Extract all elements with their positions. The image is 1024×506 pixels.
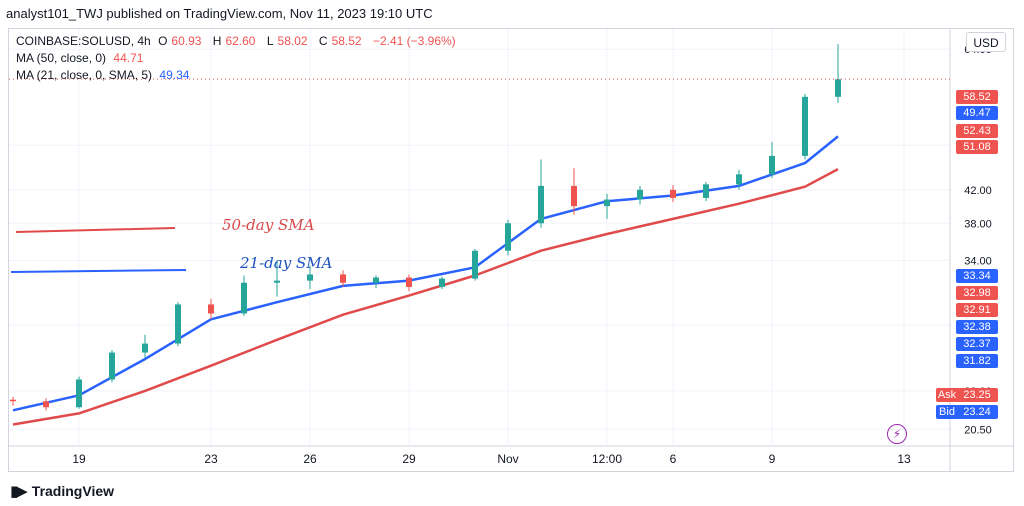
candle-body — [406, 277, 412, 287]
candle-body — [208, 304, 214, 314]
low-value: L 58.02 — [266, 34, 308, 48]
candle-body — [43, 401, 49, 408]
y-tick-label: 38.00 — [964, 218, 992, 230]
x-tick-label: 19 — [72, 452, 86, 466]
candle-body — [109, 352, 115, 380]
candle-body — [241, 282, 247, 314]
price-tag: 32.37 — [956, 337, 998, 351]
tradingview-logo-icon: ▮▶ — [10, 483, 28, 500]
ma50-legend: MA (50, close, 0) 44.71 — [16, 51, 147, 65]
candle-body — [439, 278, 445, 287]
candle-body — [142, 343, 148, 353]
ma50-value: 44.71 — [113, 51, 144, 65]
candle-body — [736, 174, 742, 185]
ma21-line — [12, 135, 839, 412]
y-tick-label: 20.50 — [964, 424, 992, 436]
ma21-label: MA (21, close, 0, SMA, 5) — [16, 68, 153, 82]
price-tag: 32.98 — [956, 286, 998, 300]
candle-body — [802, 96, 808, 156]
x-tick-label: 9 — [769, 452, 776, 466]
price-tag: 32.91 — [956, 303, 998, 317]
brand-name: TradingView — [31, 483, 115, 499]
symbol-legend: COINBASE:SOLUSD, 4h O 60.93 H 62.60 L 58.02… — [16, 34, 460, 48]
candle-body — [472, 250, 478, 279]
high-value: H 62.60 — [212, 34, 256, 48]
x-tick-label: 23 — [204, 452, 218, 466]
candle-body — [10, 399, 16, 402]
price-tag: 58.52 — [956, 90, 998, 104]
x-tick-label: 6 — [670, 452, 677, 466]
x-tick-label: 12:00 — [592, 452, 622, 466]
y-tick-label: 34.00 — [964, 255, 992, 267]
bid-price-tag: 23.24 — [956, 405, 998, 419]
sma21-legend-line — [10, 269, 187, 273]
candle-body — [769, 155, 775, 175]
sma50-annotation: 50-day SMA — [222, 216, 315, 234]
candle-body — [274, 280, 280, 283]
ma21-value: 49.34 — [159, 68, 190, 82]
y-tick-label: 42.00 — [964, 185, 992, 197]
publish-header: analyst101_TWJ published on TradingView.… — [6, 6, 433, 21]
price-tag: 33.34 — [956, 269, 998, 283]
candle-body — [538, 185, 544, 224]
candle-body — [703, 184, 709, 198]
currency-button[interactable]: USD — [966, 32, 1006, 52]
x-tick-label: 26 — [303, 452, 317, 466]
x-tick-label: 29 — [402, 452, 416, 466]
price-tag: 32.38 — [956, 320, 998, 334]
price-tag: 49.47 — [956, 106, 998, 120]
candle-body — [76, 379, 82, 408]
candle-body — [670, 189, 676, 198]
ask-label: Ask — [936, 388, 958, 402]
symbol-name: COINBASE:SOLUSD, 4h — [16, 34, 151, 48]
candle-body — [307, 274, 313, 281]
ma50-line — [12, 167, 839, 426]
candle-body — [505, 223, 511, 251]
sma50-legend-line — [15, 227, 176, 233]
price-tag: 31.82 — [956, 354, 998, 368]
chart-frame — [8, 28, 1014, 472]
candle-body — [571, 185, 577, 207]
tradingview-logo[interactable]: ▮▶ TradingView — [10, 482, 114, 500]
ask-price-tag: 23.25 — [956, 388, 998, 402]
sma21-annotation: 21-day SMA — [240, 254, 333, 272]
candle-body — [175, 304, 181, 344]
x-tick-label: 13 — [897, 452, 911, 466]
candle-body — [604, 199, 610, 207]
ma50-label: MA (50, close, 0) — [16, 51, 107, 65]
candle-body — [373, 277, 379, 283]
open-value: O 60.93 — [158, 34, 202, 48]
x-tick-label: Nov — [497, 452, 518, 466]
lightning-icon[interactable]: ⚡ — [887, 424, 907, 444]
bid-label: Bid — [936, 405, 958, 419]
change-value: −2.41 (−3.96%) — [372, 34, 456, 48]
price-tag: 52.43 — [956, 124, 998, 138]
candle-body — [340, 274, 346, 283]
close-value: C 58.52 — [318, 34, 362, 48]
candle-body — [637, 189, 643, 200]
price-tag: 51.08 — [956, 140, 998, 154]
ma21-legend: MA (21, close, 0, SMA, 5) 49.34 — [16, 68, 193, 82]
candle-body — [835, 79, 841, 97]
